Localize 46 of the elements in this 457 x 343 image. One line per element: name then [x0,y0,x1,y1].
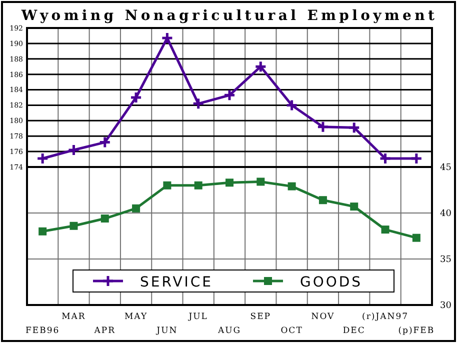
point [412,234,420,242]
point [381,226,390,234]
x-tick-label: AUG [216,326,242,336]
x-tick-label: JUN [156,326,178,336]
x-tick-label: FEB96 [25,326,60,336]
point [100,214,109,223]
x-tick-label: MAR [62,312,86,322]
point [67,144,80,156]
y2-tick-label: 30 [440,301,452,312]
x-tick-label: SEP [250,312,272,322]
point [318,196,327,204]
point [256,178,265,186]
point [223,88,236,102]
point [98,136,112,149]
x-tick-label: (p)FEB [398,326,435,336]
point [226,178,234,187]
x-tick-label: DEC [342,326,366,336]
point [288,182,296,190]
point [286,98,298,112]
point [160,32,174,44]
x-tick-label: OCT [280,326,303,336]
point [36,152,49,165]
point [348,121,360,134]
legend-label: GOODS [300,274,363,290]
point [350,202,358,211]
point [379,152,392,165]
point [163,181,172,190]
x-tick-label: MAY [124,312,148,322]
y2-tick-label: 35 [440,255,452,266]
x-tick-label: (r)JAN97 [362,312,409,322]
point [132,204,140,212]
x-tick-label: JUL [188,312,208,322]
point [316,120,330,134]
point [410,152,423,165]
point [194,181,202,190]
point [38,227,47,236]
point [254,60,267,73]
point [130,91,142,104]
point [70,222,78,230]
point [192,97,205,110]
legend-label: SERVICE [140,274,214,290]
x-tick-label: APR [93,326,116,336]
x-tick-label: NOV [311,312,335,322]
y2-tick-label: 40 [440,209,452,220]
chart-title: Wyoming Nonagricultural Employment [20,8,438,24]
y2-tick-label: 45 [440,163,452,174]
